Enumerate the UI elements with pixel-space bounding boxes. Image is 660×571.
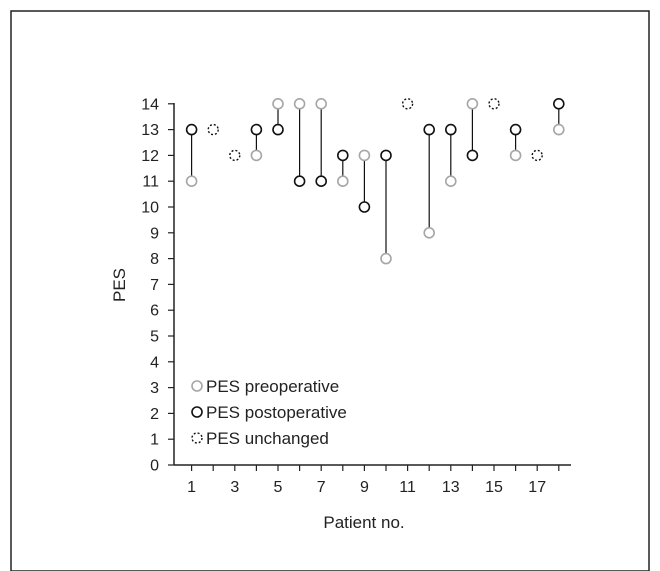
y-tick-label: 2 [150, 406, 159, 423]
preoperative-point [552, 123, 565, 136]
preoperative-point [466, 98, 479, 110]
preoperative-point [444, 175, 457, 187]
y-tick-label: 3 [150, 380, 159, 397]
y-tick-label: 0 [150, 458, 159, 475]
y-tick-label: 11 [142, 174, 159, 191]
x-tick-label: 11 [399, 479, 416, 496]
y-tick-label: 4 [150, 354, 159, 371]
postoperative-point [509, 123, 522, 136]
y-tick-label: 10 [141, 200, 159, 217]
x-tick-label: 13 [442, 479, 460, 496]
x-tick-label: 1 [187, 479, 196, 496]
postoperative-point [552, 98, 565, 110]
postoperative-point [185, 123, 198, 136]
x-tick-label: 7 [317, 479, 326, 496]
preoperative-point [272, 98, 284, 110]
y-tick-label: 1 [150, 432, 159, 449]
unchanged-point [229, 149, 241, 162]
y-tick-label: 7 [150, 277, 159, 294]
legend-preoperative-marker [191, 380, 203, 392]
x-axis-title: Patient no. [323, 513, 404, 532]
postoperative-point [466, 149, 479, 162]
preoperative-point [250, 149, 263, 162]
preoperative-point [185, 175, 198, 187]
postoperative-point [358, 201, 371, 213]
preoperative-point [358, 149, 371, 162]
y-tick-label: 14 [141, 96, 159, 113]
preoperative-point [293, 98, 306, 110]
postoperative-point [293, 175, 306, 187]
unchanged-point [401, 98, 414, 110]
postoperative-point [336, 149, 349, 162]
legend-unchanged-marker [191, 432, 203, 444]
x-tick-label: 5 [274, 479, 283, 496]
y-tick-label: 13 [141, 122, 159, 139]
postoperative-point [315, 175, 328, 187]
y-tick-label: 6 [150, 303, 159, 320]
legend-preoperative-label: PES preoperative [206, 377, 339, 396]
preoperative-point [315, 98, 328, 110]
y-tick-label: 9 [150, 225, 159, 242]
postoperative-point [444, 123, 457, 136]
unchanged-point [488, 98, 500, 110]
y-tick-label: 5 [150, 329, 159, 346]
unchanged-point [207, 123, 219, 136]
postoperative-point [380, 149, 392, 162]
postoperative-point [272, 123, 284, 136]
preoperative-point [336, 175, 349, 187]
x-tick-label: 9 [360, 479, 369, 496]
preoperative-point [380, 252, 392, 265]
x-tick-label: 3 [230, 479, 239, 496]
y-tick-label: 8 [150, 251, 159, 268]
postoperative-point [423, 123, 436, 136]
y-tick-label: 12 [141, 148, 159, 165]
legend-postoperative-marker [191, 406, 203, 418]
figure-border [10, 10, 650, 571]
preoperative-point [423, 227, 436, 239]
postoperative-point [250, 123, 263, 136]
x-tick-label: 17 [528, 479, 546, 496]
unchanged-point [531, 149, 543, 162]
legend-unchanged-label: PES unchanged [206, 429, 329, 448]
legend-postoperative-label: PES postoperative [206, 403, 347, 422]
y-axis-title: PES [110, 268, 129, 302]
x-tick-label: 15 [485, 479, 503, 496]
preoperative-point [509, 149, 522, 162]
legend: PES preoperative PES postoperative PES u… [191, 377, 347, 448]
